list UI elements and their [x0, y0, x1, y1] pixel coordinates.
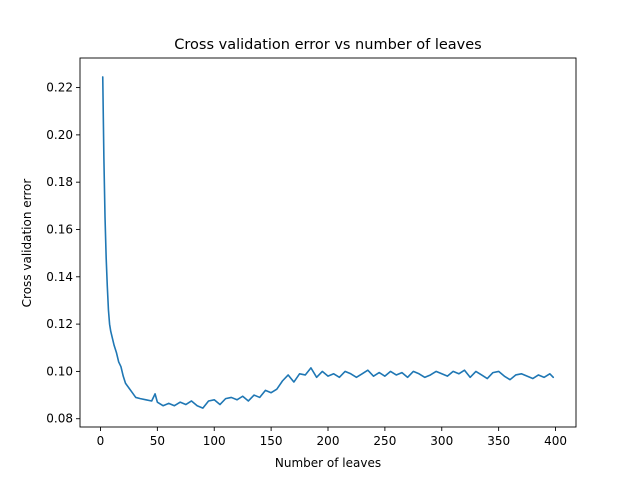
x-tick-label-3: 150	[260, 434, 283, 448]
x-tick-label-2: 100	[203, 434, 226, 448]
y-tick-label-5: 0.18	[46, 175, 73, 189]
chart-title: Cross validation error vs number of leav…	[174, 37, 482, 53]
y-tick-label-0: 0.08	[46, 412, 73, 426]
x-tick-label-6: 300	[430, 434, 453, 448]
x-axis-label: Number of leaves	[275, 456, 381, 470]
y-tick-label-4: 0.16	[46, 222, 73, 236]
x-tick-label-1: 50	[150, 434, 165, 448]
x-tick-label-7: 350	[487, 434, 510, 448]
series-line-0	[101, 76, 555, 409]
y-tick-label-1: 0.10	[46, 364, 73, 378]
y-tick-label-3: 0.14	[46, 270, 73, 284]
y-tick-label-2: 0.12	[46, 317, 73, 331]
y-tick-label-6: 0.20	[46, 128, 73, 142]
y-tick-label-7: 0.22	[46, 81, 73, 95]
x-tick-label-5: 250	[373, 434, 396, 448]
x-tick-label-8: 400	[544, 434, 567, 448]
x-tick-label-0: 0	[97, 434, 105, 448]
y-axis-label: Cross validation error	[20, 179, 34, 308]
x-tick-label-4: 200	[317, 434, 340, 448]
plot-area: 0 50 100 150 200 250 300 350 400 0.08 0.10 0.12 0.14…	[46, 57, 577, 448]
